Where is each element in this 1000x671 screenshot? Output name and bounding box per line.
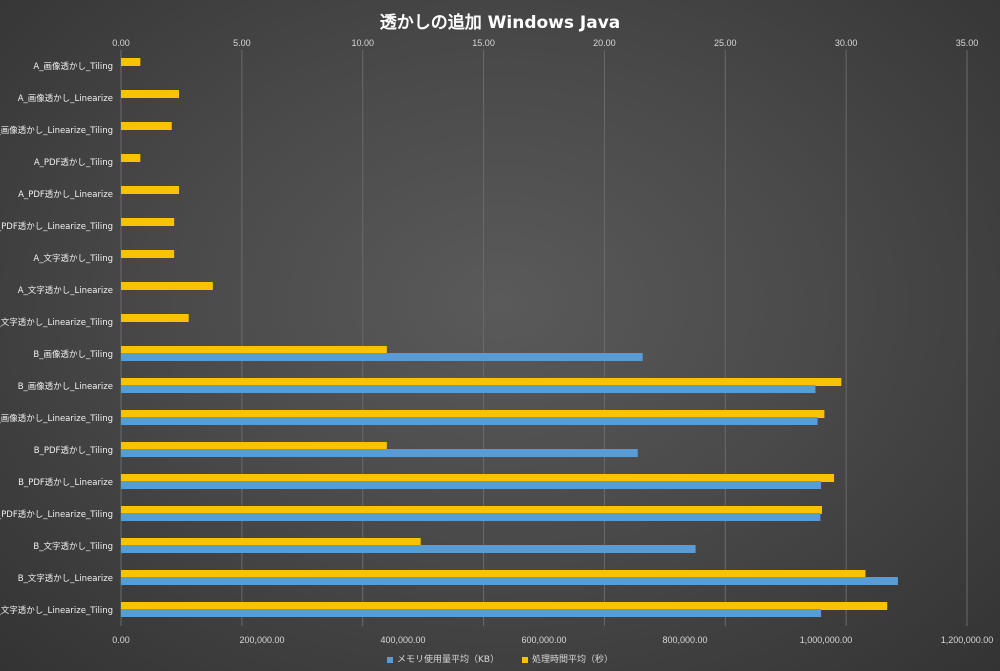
bottom-tick-label: 1,000,000.00 — [800, 635, 853, 645]
bar-memory — [121, 385, 816, 393]
category-label: A_画像透かし_Tiling — [33, 61, 113, 72]
bar-time — [121, 250, 175, 258]
category-label: A_PDF透かし_Linearize — [18, 189, 113, 200]
bar-time — [121, 314, 189, 322]
top-tick-label: 15.00 — [472, 38, 495, 48]
legend-swatch-memory — [387, 656, 394, 663]
bar-time — [121, 122, 172, 130]
category-label: B_PDF透かし_Linearize_Tiling — [0, 509, 113, 520]
legend-label-memory: メモリ使用量平均（KB） — [397, 655, 500, 665]
bottom-tick-label: 1,200,000.00 — [941, 635, 994, 645]
category-label: B_PDF透かし_Linearize — [18, 477, 113, 488]
top-axis-labels: 0.00 5.00 10.00 15.00 20.00 25.00 30.00 35.00 — [112, 38, 978, 48]
bottom-tick-label: 800,000.00 — [662, 635, 707, 645]
category-label: A_文字透かし_Linearize_Tiling — [0, 317, 113, 328]
bottom-tick-label: 400,000.00 — [380, 635, 425, 645]
chart-title: 透かしの追加 Windows Java — [379, 13, 621, 33]
bar-memory — [121, 545, 696, 553]
bar-memory — [121, 417, 818, 425]
top-tick-label: 10.00 — [351, 38, 374, 48]
category-label: A_画像透かし_Linearize_Tiling — [0, 125, 113, 136]
category-label: B_画像透かし_Tiling — [33, 349, 113, 360]
top-tick-label: 25.00 — [714, 38, 737, 48]
bar-time — [121, 410, 825, 418]
category-label: A_文字透かし_Linearize — [18, 285, 113, 296]
category-label: A_PDF透かし_Linearize_Tiling — [0, 221, 113, 232]
bars-layer — [121, 58, 898, 617]
category-label: A_PDF透かし_Tiling — [34, 157, 113, 168]
bar-time — [121, 570, 866, 578]
bar-time — [121, 346, 387, 354]
bottom-tick-label: 600,000.00 — [521, 635, 566, 645]
bar-memory — [121, 609, 822, 617]
bar-time — [121, 154, 141, 162]
bar-time — [121, 506, 822, 514]
top-tick-label: 20.00 — [593, 38, 616, 48]
top-tick-label: 30.00 — [835, 38, 858, 48]
bar-memory — [121, 577, 898, 585]
category-label: B_画像透かし_Linearize_Tiling — [0, 413, 113, 424]
bar-memory — [121, 449, 638, 457]
top-tick-label: 5.00 — [233, 38, 251, 48]
bottom-tick-label: 200,000.00 — [239, 635, 284, 645]
bar-time — [121, 538, 421, 546]
bottom-tick-label: 0.00 — [112, 635, 130, 645]
bar-time — [121, 602, 888, 610]
category-label: B_PDF透かし_Tiling — [34, 445, 113, 456]
bar-time — [121, 282, 213, 290]
category-label: B_文字透かし_Linearize_Tiling — [0, 605, 113, 616]
bar-time — [121, 58, 141, 66]
grid-lines — [120, 50, 968, 626]
legend-item-memory: メモリ使用量平均（KB） — [387, 652, 499, 665]
bar-time — [121, 218, 175, 226]
bar-time — [121, 442, 387, 450]
legend-item-time: 処理時間平均（秒） — [521, 652, 613, 665]
category-axis-labels: A_画像透かし_Tiling A_画像透かし_Linearize A_画像透かし_L… — [0, 61, 113, 616]
category-label: B_文字透かし_Tiling — [33, 541, 113, 552]
bar-memory — [121, 481, 822, 489]
bottom-axis-labels: 0.00 200,000.00 400,000.00 600,000.00 800,00… — [112, 635, 993, 645]
category-label: B_文字透かし_Linearize — [18, 573, 113, 584]
legend-label-time: 処理時間平均（秒） — [531, 655, 613, 665]
bar-time — [121, 378, 842, 386]
category-label: A_文字透かし_Tiling — [33, 253, 113, 264]
category-label: A_画像透かし_Linearize — [18, 93, 113, 104]
bar-memory — [121, 353, 643, 361]
bar-time — [121, 90, 180, 98]
top-tick-label: 0.00 — [112, 38, 130, 48]
legend: メモリ使用量平均（KB） 処理時間平均（秒） — [0, 652, 1000, 665]
category-label: B_画像透かし_Linearize — [18, 381, 113, 392]
top-tick-label: 35.00 — [956, 38, 979, 48]
legend-swatch-time — [521, 656, 528, 663]
bar-memory — [121, 513, 821, 521]
bar-time — [121, 186, 180, 194]
bar-time — [121, 474, 835, 482]
